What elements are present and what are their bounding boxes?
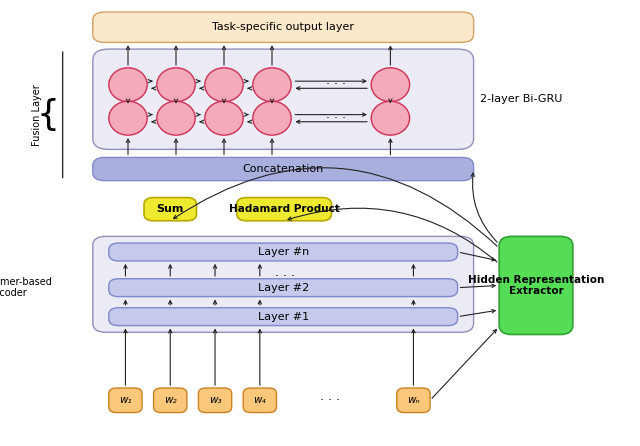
Ellipse shape [205, 101, 243, 135]
Text: Fusion Layer: Fusion Layer [32, 84, 42, 146]
Text: Layer #n: Layer #n [257, 247, 309, 257]
Ellipse shape [371, 68, 410, 102]
Text: Hidden Representation
Extractor: Hidden Representation Extractor [468, 275, 604, 296]
Text: Layer #1: Layer #1 [258, 312, 308, 322]
Ellipse shape [157, 68, 195, 102]
Text: Task-specific output layer: Task-specific output layer [212, 22, 354, 32]
Text: wₙ: wₙ [407, 395, 420, 405]
Ellipse shape [109, 68, 147, 102]
Text: Concatenation: Concatenation [243, 164, 324, 174]
Ellipse shape [253, 68, 291, 102]
Ellipse shape [253, 101, 291, 135]
Text: Hadamard Product: Hadamard Product [228, 204, 340, 214]
Ellipse shape [371, 101, 410, 135]
Text: · · ·: · · · [326, 78, 346, 91]
FancyBboxPatch shape [93, 49, 474, 149]
FancyBboxPatch shape [109, 243, 458, 261]
Text: w₄: w₄ [253, 395, 266, 405]
FancyBboxPatch shape [144, 198, 196, 221]
FancyBboxPatch shape [243, 388, 276, 413]
Text: w₁: w₁ [119, 395, 132, 405]
FancyBboxPatch shape [109, 308, 458, 326]
FancyBboxPatch shape [154, 388, 187, 413]
Text: {: { [36, 98, 60, 132]
Ellipse shape [157, 101, 195, 135]
FancyBboxPatch shape [237, 198, 332, 221]
FancyBboxPatch shape [93, 157, 474, 181]
Ellipse shape [205, 68, 243, 102]
Text: w₃: w₃ [209, 395, 221, 405]
Text: 2-layer Bi-GRU: 2-layer Bi-GRU [480, 94, 563, 104]
Text: Sum: Sum [157, 204, 184, 214]
FancyBboxPatch shape [397, 388, 430, 413]
Text: w₂: w₂ [164, 395, 177, 405]
Text: Layer #2: Layer #2 [257, 283, 309, 293]
Text: Transformer-based
Encoder: Transformer-based Encoder [0, 277, 52, 298]
FancyBboxPatch shape [198, 388, 232, 413]
FancyBboxPatch shape [93, 12, 474, 42]
FancyBboxPatch shape [93, 236, 474, 332]
Text: · · ·: · · · [326, 112, 346, 125]
FancyBboxPatch shape [499, 236, 573, 334]
FancyBboxPatch shape [109, 388, 142, 413]
Text: · · ·: · · · [275, 270, 295, 284]
Text: · · ·: · · · [319, 393, 340, 407]
Ellipse shape [109, 101, 147, 135]
FancyBboxPatch shape [109, 279, 458, 297]
